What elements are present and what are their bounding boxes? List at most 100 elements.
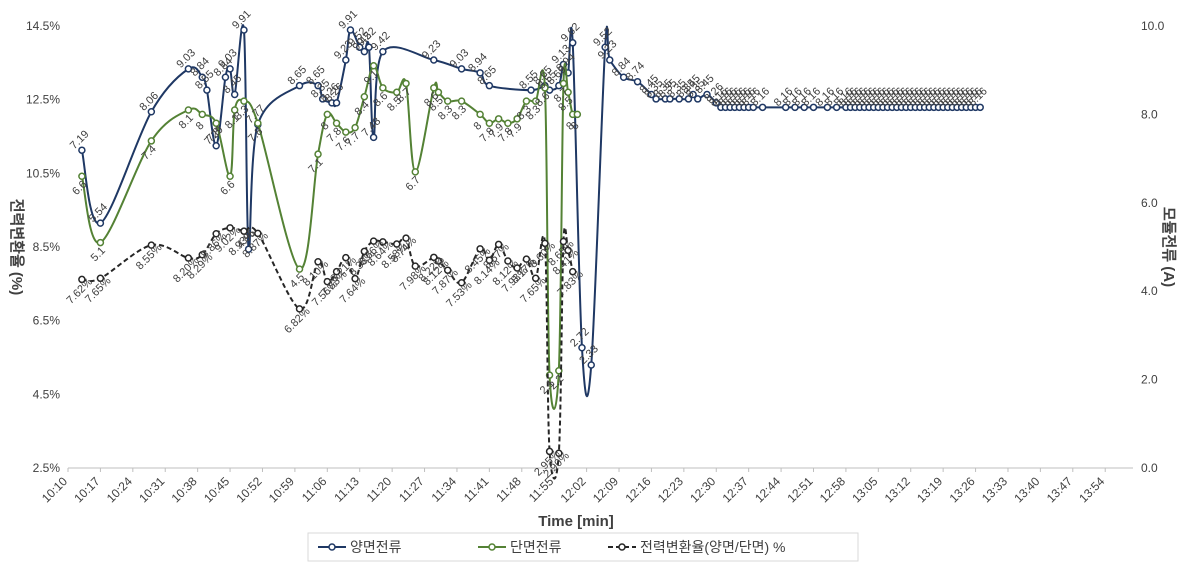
data-point-double[interactable] [346,26,355,34]
data-point-ratio[interactable] [226,224,234,232]
data-point-double[interactable] [781,103,790,112]
data-point-single[interactable] [531,97,540,105]
data-point-ratio[interactable] [555,449,563,458]
data-point-single[interactable] [254,119,262,127]
data-point-single[interactable] [184,106,193,114]
data-point-ratio[interactable] [198,250,207,259]
data-point-ratio[interactable] [541,239,549,248]
data-point-double[interactable] [976,103,984,112]
data-point-ratio[interactable] [476,245,484,253]
data-point-single[interactable] [457,97,466,105]
data-point-double[interactable] [230,90,239,99]
data-point-double[interactable] [226,65,234,73]
data-point-ratio[interactable] [393,240,401,248]
data-point-double[interactable] [244,245,253,253]
data-point-double[interactable] [568,39,577,47]
data-point-double[interactable] [749,103,758,112]
data-point-double[interactable] [647,90,656,99]
data-point-double[interactable] [457,65,466,73]
data-point-double[interactable] [666,95,674,103]
data-point-double[interactable] [379,47,387,56]
data-point-ratio[interactable] [342,253,350,262]
data-point-ratio[interactable] [147,241,156,249]
data-point-single[interactable] [522,97,531,105]
data-point-single[interactable] [314,150,322,158]
data-point-single[interactable] [96,238,105,247]
data-point-ratio[interactable] [545,447,554,456]
data-point-double[interactable] [147,107,156,116]
data-point-double[interactable] [318,95,327,103]
data-point-double[interactable] [800,103,808,112]
data-point-single[interactable] [342,128,350,136]
data-point-ratio[interactable] [78,275,86,284]
data-point-double[interactable] [184,65,193,73]
data-point-double[interactable] [758,103,767,112]
data-point-single[interactable] [360,92,369,101]
data-point-double[interactable] [314,81,322,90]
data-point-double[interactable] [430,56,438,64]
data-point-double[interactable] [360,47,369,56]
data-point-single[interactable] [402,79,410,88]
data-point-single[interactable] [332,119,341,127]
data-point-ratio[interactable] [504,257,512,265]
data-point-double[interactable] [212,142,220,150]
data-point-single[interactable] [504,119,512,127]
data-point-ratio[interactable] [351,274,359,283]
data-point-ratio[interactable] [531,274,540,283]
data-point-double[interactable] [240,26,248,34]
data-point-single[interactable] [559,79,568,88]
data-point-double[interactable] [342,56,350,64]
data-point-single[interactable] [295,265,304,273]
data-point-double[interactable] [712,99,721,107]
data-point-double[interactable] [693,95,702,103]
data-point-single[interactable] [393,88,401,97]
data-point-double[interactable] [295,81,304,90]
data-point-ratio[interactable] [254,229,262,238]
data-point-double[interactable] [832,103,841,112]
data-point-double[interactable] [476,69,484,77]
data-point-ratio[interactable] [434,257,443,265]
data-point-ratio[interactable] [402,234,410,242]
data-point-double[interactable] [485,81,494,90]
data-point-double[interactable] [587,361,595,369]
data-point-single[interactable] [379,84,387,92]
data-point-double[interactable] [78,146,86,154]
data-point-double[interactable] [684,95,693,103]
data-point-ratio[interactable] [323,277,332,286]
data-point-single[interactable] [485,119,494,127]
data-point-double[interactable] [652,95,660,103]
legend-item-double[interactable]: 양면전류 [318,539,402,555]
data-point-double[interactable] [203,86,211,94]
data-point-single[interactable] [430,84,438,92]
data-point-double[interactable] [355,43,364,51]
data-point-single[interactable] [351,123,359,132]
data-point-ratio[interactable] [559,237,568,246]
data-point-ratio[interactable] [212,229,220,238]
data-point-single[interactable] [434,88,443,97]
data-point-single[interactable] [476,110,484,119]
data-point-double[interactable] [675,95,683,103]
legend-item-single[interactable]: 단면전류 [478,539,562,555]
legend-item-ratio[interactable]: 전력변환율(양면/단면) % [608,539,785,555]
data-point-single[interactable] [443,97,452,105]
data-point-single[interactable] [573,110,582,119]
data-point-ratio[interactable] [360,247,369,256]
data-point-ratio[interactable] [332,267,341,276]
data-point-double[interactable] [703,90,711,99]
data-point-ratio[interactable] [240,227,248,235]
data-point-double[interactable] [606,56,614,64]
data-point-double[interactable] [791,103,799,112]
data-point-double[interactable] [365,43,373,51]
data-point-single[interactable] [240,97,248,105]
data-point-double[interactable] [633,77,642,86]
data-point-single[interactable] [541,84,549,92]
data-point-ratio[interactable] [568,267,577,276]
data-point-ratio[interactable] [457,278,466,287]
data-point-ratio[interactable] [314,257,322,266]
data-point-double[interactable] [527,86,535,94]
data-point-single[interactable] [230,106,239,114]
data-point-ratio[interactable] [522,255,531,263]
data-point-ratio[interactable] [513,264,521,272]
data-point-ratio[interactable] [96,274,105,283]
data-point-single[interactable] [78,172,86,181]
